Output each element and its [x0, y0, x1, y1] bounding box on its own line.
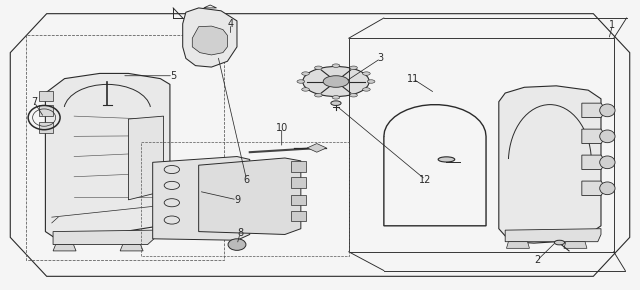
Polygon shape [307, 144, 326, 152]
Polygon shape [291, 211, 306, 221]
Ellipse shape [600, 182, 615, 195]
Text: 9: 9 [234, 195, 240, 205]
Ellipse shape [600, 104, 615, 117]
Text: 11: 11 [406, 74, 419, 84]
Ellipse shape [331, 101, 341, 106]
Polygon shape [39, 105, 53, 115]
Ellipse shape [600, 156, 615, 169]
Ellipse shape [301, 72, 309, 75]
Polygon shape [291, 177, 306, 188]
Ellipse shape [349, 93, 357, 97]
Ellipse shape [323, 76, 349, 87]
Ellipse shape [332, 96, 340, 99]
Polygon shape [39, 122, 53, 133]
Polygon shape [499, 86, 601, 243]
Polygon shape [45, 73, 170, 238]
Text: 12: 12 [419, 175, 431, 185]
Text: 1: 1 [609, 20, 616, 30]
Text: 8: 8 [237, 228, 243, 238]
Ellipse shape [438, 157, 455, 162]
Ellipse shape [349, 66, 357, 70]
Polygon shape [120, 244, 143, 251]
Text: 2: 2 [534, 255, 540, 265]
Ellipse shape [315, 66, 322, 70]
Polygon shape [153, 157, 250, 240]
Text: 7: 7 [31, 97, 37, 107]
Ellipse shape [554, 240, 564, 245]
Polygon shape [505, 229, 601, 242]
Polygon shape [582, 129, 606, 144]
Ellipse shape [332, 64, 340, 67]
Polygon shape [291, 162, 306, 172]
Ellipse shape [228, 239, 246, 250]
Polygon shape [506, 242, 529, 248]
Ellipse shape [600, 130, 615, 143]
Ellipse shape [301, 88, 309, 91]
Ellipse shape [362, 72, 370, 75]
Polygon shape [53, 230, 154, 244]
Polygon shape [582, 181, 606, 195]
Ellipse shape [297, 80, 305, 83]
Ellipse shape [315, 93, 322, 97]
Polygon shape [582, 103, 606, 117]
Polygon shape [198, 158, 301, 235]
Text: 6: 6 [243, 175, 250, 185]
Ellipse shape [362, 88, 370, 91]
Polygon shape [53, 244, 76, 251]
Polygon shape [129, 116, 164, 200]
Polygon shape [564, 242, 587, 248]
Polygon shape [182, 8, 237, 67]
Text: 3: 3 [378, 53, 384, 64]
Text: 4: 4 [228, 19, 234, 29]
Polygon shape [291, 195, 306, 205]
Polygon shape [582, 155, 606, 170]
Text: 5: 5 [170, 71, 176, 81]
Ellipse shape [367, 80, 375, 83]
Polygon shape [39, 91, 53, 101]
Text: 10: 10 [276, 123, 288, 133]
Polygon shape [192, 26, 227, 55]
Ellipse shape [303, 66, 369, 97]
